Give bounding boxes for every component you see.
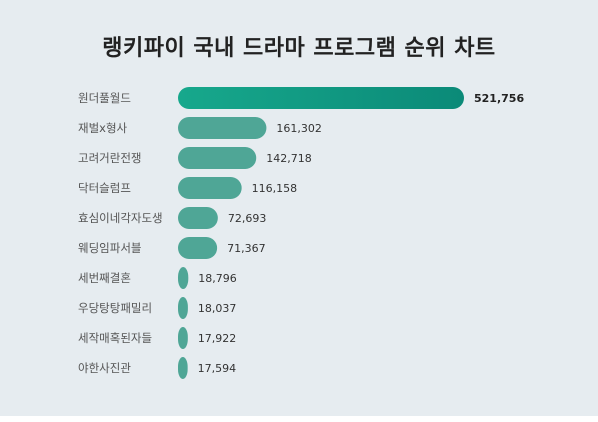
chart-title: 랭키파이 국내 드라마 프로그램 순위 차트 [102, 36, 496, 61]
category-label: 재벌x형사 [78, 121, 128, 135]
category-label: 야한사진관 [78, 361, 131, 375]
bar [178, 237, 218, 259]
value-label: 161,302 [276, 122, 322, 135]
bar [178, 357, 188, 379]
bar [178, 327, 188, 349]
category-label: 닥터슬럼프 [78, 181, 131, 195]
value-label: 142,718 [266, 152, 312, 165]
category-label: 우당탕탕패밀리 [78, 301, 152, 315]
value-label: 17,594 [198, 362, 237, 375]
value-label: 71,367 [227, 242, 266, 255]
value-label: 18,796 [198, 272, 237, 285]
category-label: 고려거란전쟁 [78, 151, 141, 165]
bottom-strip [0, 416, 598, 422]
value-label: 72,693 [228, 212, 267, 225]
bar [178, 207, 218, 229]
category-label: 원더풀월드 [78, 91, 131, 105]
bar [178, 87, 464, 109]
category-label: 세작매혹된자들 [78, 331, 152, 345]
value-label: 521,756 [474, 92, 524, 105]
bar [178, 267, 189, 289]
value-label: 17,922 [198, 332, 237, 345]
value-label: 18,037 [198, 302, 237, 315]
category-label: 세번째결혼 [78, 271, 131, 285]
category-label: 웨딩임파서블 [78, 241, 141, 255]
category-label: 효심이네각자도생 [78, 211, 163, 225]
value-label: 116,158 [252, 182, 297, 195]
bar [178, 147, 257, 169]
bar [178, 297, 188, 319]
bar [178, 177, 242, 199]
bar [178, 117, 267, 139]
